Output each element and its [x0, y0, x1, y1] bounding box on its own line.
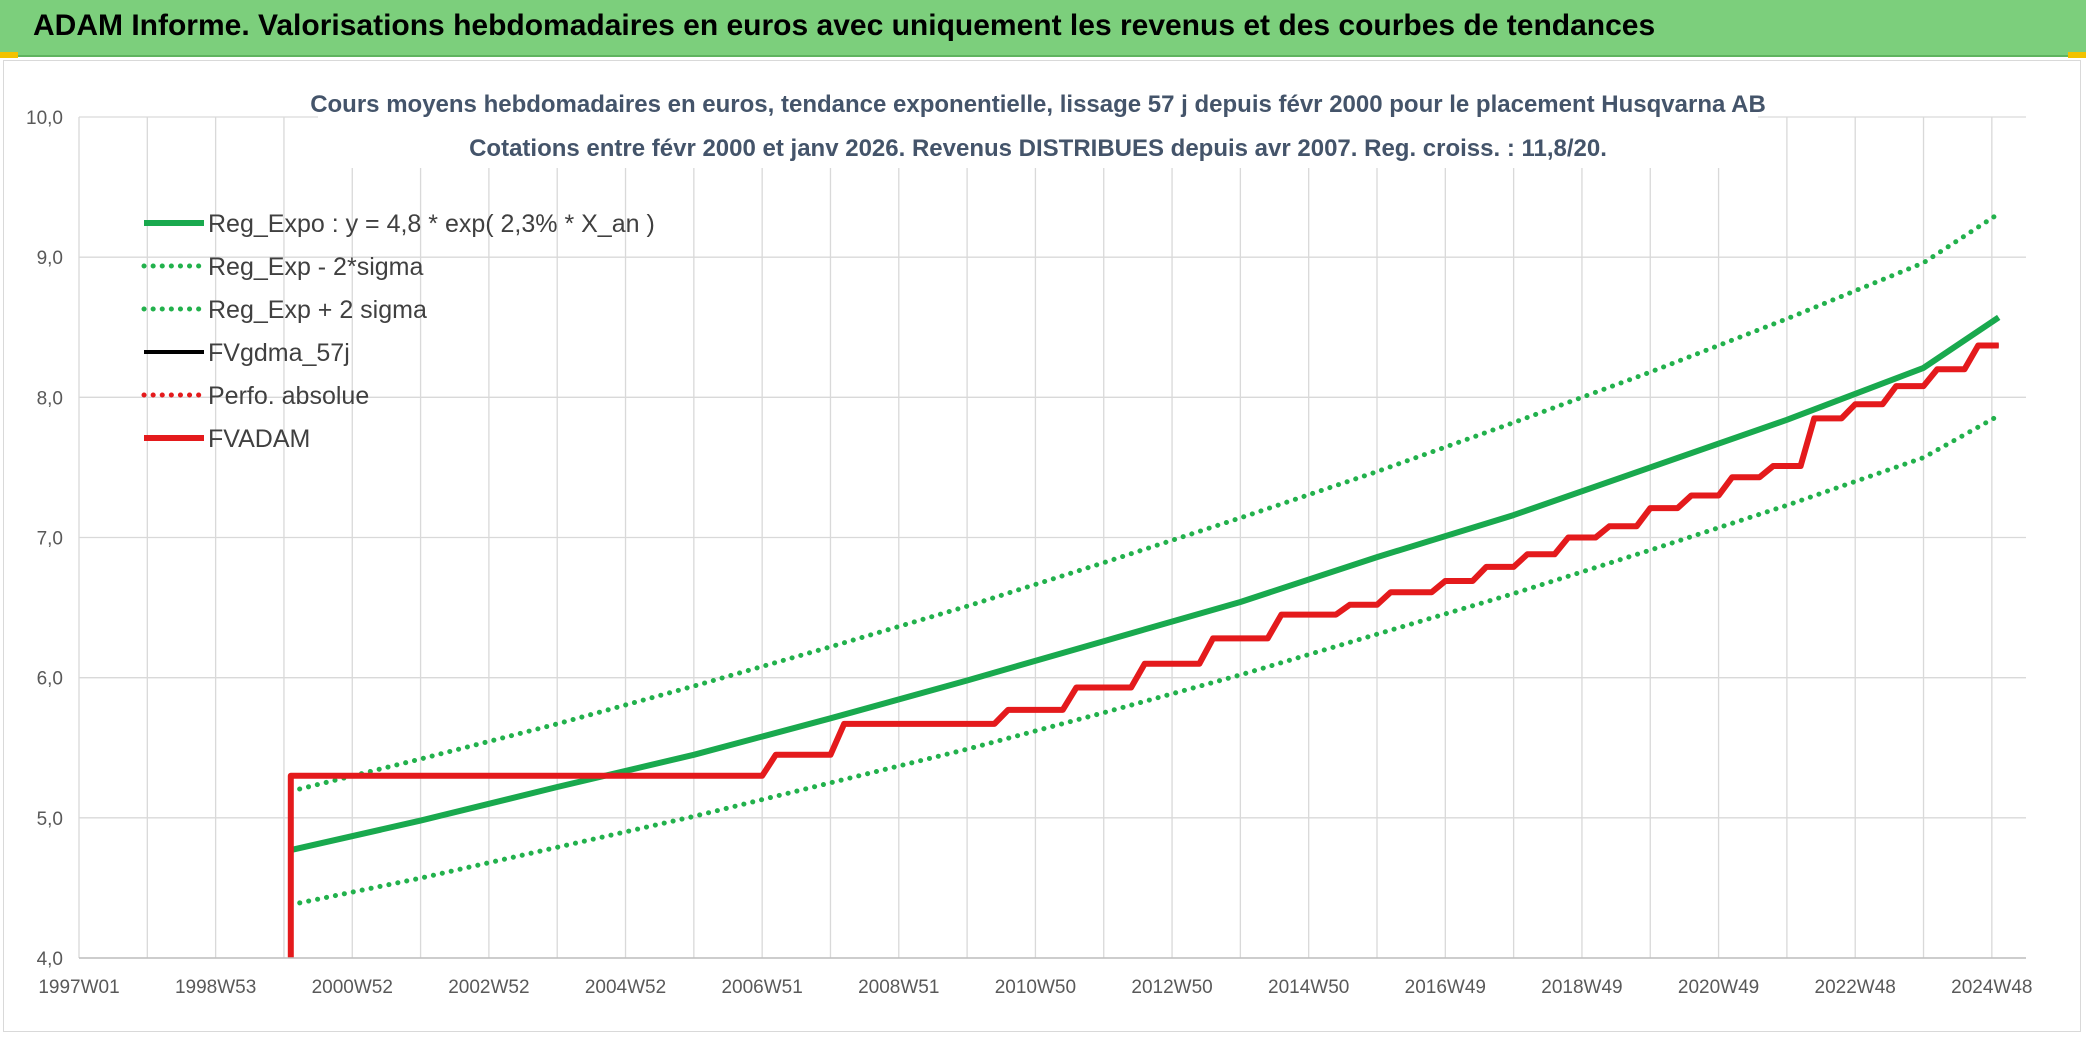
- series-line-2: [288, 211, 2002, 794]
- chart-frame: [3, 60, 2081, 1032]
- x-tick-label: 2024W48: [1951, 977, 2032, 998]
- series-layer: [287, 211, 2002, 958]
- chart-subtitle: Cotations entre févr 2000 et janv 2026. …: [469, 135, 1607, 162]
- series-line-5: [287, 342, 1999, 958]
- series-line-4: [288, 343, 2002, 779]
- series-line-3: [290, 343, 1999, 778]
- x-tick-label: 2004W52: [585, 977, 666, 998]
- x-tick-label: 2010W50: [995, 977, 1076, 998]
- corner-mark-left: [0, 52, 18, 58]
- chart-title-backdrop: [318, 82, 1758, 168]
- x-tick-label: 2018W49: [1541, 977, 1622, 998]
- y-tick-label: 8,0: [37, 388, 63, 409]
- legend-label: Reg_Expo : y = 4,8 * exp( 2,3% * X_an ): [208, 210, 655, 238]
- y-tick-label: 9,0: [37, 248, 63, 269]
- legend-label: Perfo. absolue: [208, 382, 369, 410]
- y-tick-label: 6,0: [37, 669, 63, 690]
- x-tick-label: 2006W51: [721, 977, 802, 998]
- corner-mark-right: [2068, 52, 2086, 58]
- legend-label: FVgdma_57j: [208, 339, 350, 367]
- legend-label: Reg_Exp + 2 sigma: [208, 296, 427, 324]
- series-line-0: [290, 314, 2001, 854]
- legend-label: Reg_Exp - 2*sigma: [208, 253, 423, 281]
- x-tick-label: 2000W52: [312, 977, 393, 998]
- y-tick-label: 7,0: [37, 529, 63, 550]
- legend: Reg_Expo : y = 4,8 * exp( 2,3% * X_an ) R…: [141, 210, 655, 453]
- top-banner: ADAM Informe. Valorisations hebdomadaire…: [0, 0, 2086, 57]
- banner-title: ADAM Informe. Valorisations hebdomadaire…: [33, 9, 1656, 42]
- y-tick-label: 5,0: [37, 809, 63, 830]
- y-tick-label: 4,0: [37, 949, 63, 970]
- legend-label: FVADAM: [208, 425, 310, 453]
- x-tick-label: 2016W49: [1405, 977, 1486, 998]
- y-tick-label: 10,0: [26, 108, 63, 129]
- chart-title: Cours moyens hebdomadaires en euros, ten…: [310, 91, 1766, 118]
- axis-layer: 4,0 5,0 6,0 7,0 8,0 9,0 10,0 1997W01 1998W53 2000…: [26, 108, 2032, 998]
- x-tick-label: 2014W50: [1268, 977, 1349, 998]
- x-tick-label: 1997W01: [38, 977, 119, 998]
- x-tick-label: 2012W50: [1131, 977, 1212, 998]
- x-tick-label: 2020W49: [1678, 977, 1759, 998]
- x-tick-label: 2022W48: [1815, 977, 1896, 998]
- series-line-1: [288, 413, 2002, 908]
- x-tick-label: 1998W53: [175, 977, 256, 998]
- x-tick-label: 2008W51: [858, 977, 939, 998]
- x-tick-label: 2002W52: [448, 977, 529, 998]
